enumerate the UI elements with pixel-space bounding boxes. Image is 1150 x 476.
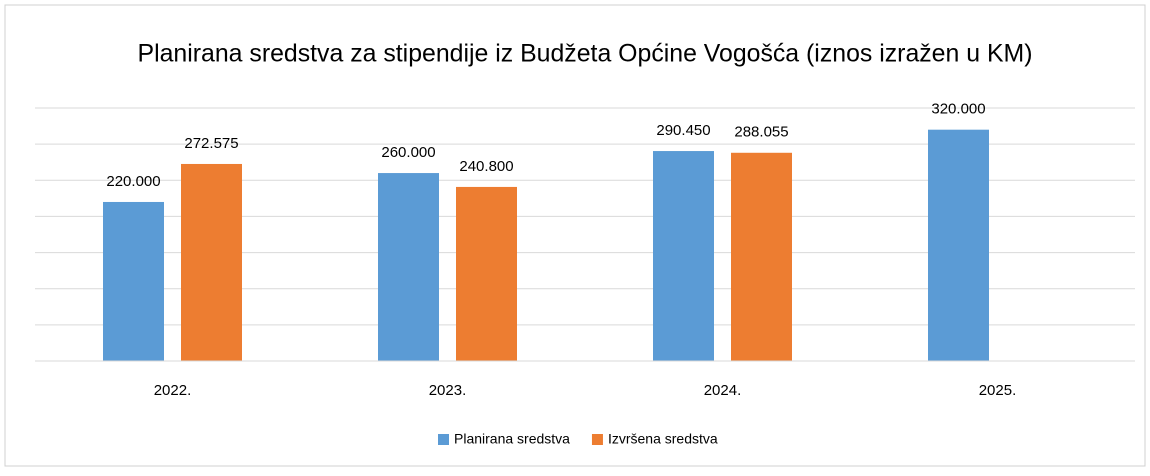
legend-swatch [591, 434, 603, 445]
legend-label: Planirana sredstva [454, 431, 570, 447]
data-label: 260.000 [381, 144, 435, 161]
chart-title: Planirana sredstva za stipendije iz Budž… [138, 40, 1033, 68]
bar [103, 201, 164, 361]
legend-label: Izvršena sredstva [608, 431, 718, 447]
bar [928, 129, 989, 361]
data-label: 288.055 [734, 124, 788, 141]
bar [181, 163, 242, 361]
bar [731, 152, 792, 361]
bar [653, 151, 714, 361]
data-label: 290.450 [656, 122, 710, 139]
legend-swatch [438, 434, 449, 445]
data-label: 240.800 [459, 158, 513, 175]
x-tick-label: 2025. [979, 382, 1017, 399]
x-tick-label: 2022. [154, 382, 192, 399]
data-label: 272.575 [184, 135, 238, 152]
x-tick-label: 2023. [429, 382, 467, 399]
x-tick-label: 2024. [704, 382, 742, 399]
bar [456, 186, 517, 361]
data-label: 220.000 [106, 173, 160, 190]
data-label: 320.000 [931, 101, 985, 118]
bar [378, 173, 439, 361]
